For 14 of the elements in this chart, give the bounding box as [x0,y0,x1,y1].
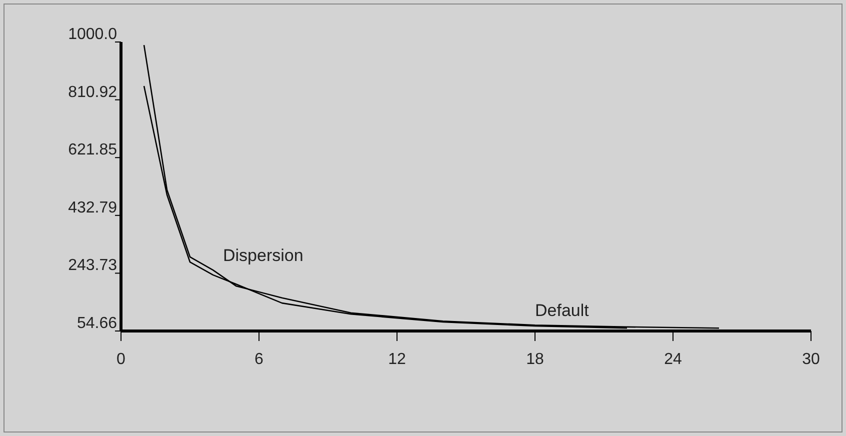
y-tick-label: 810.92 [68,84,118,101]
x-tick-label: 6 [254,351,264,368]
x-tick-label: 0 [116,351,126,368]
y-tick-label: 621.85 [68,142,118,159]
series-label: Default [535,301,590,320]
y-tick-label: 54.66 [76,315,118,332]
series-label: Dispersion [223,246,304,265]
x-tick-label: 30 [802,351,820,368]
y-tick-label: 432.79 [68,199,118,216]
y-tick-label: 243.73 [68,257,118,274]
x-tick-label: 18 [526,351,544,368]
y-tick-label: 1000.0 [68,26,118,43]
x-tick-label: 12 [388,351,406,368]
x-tick-label: 24 [664,351,682,368]
